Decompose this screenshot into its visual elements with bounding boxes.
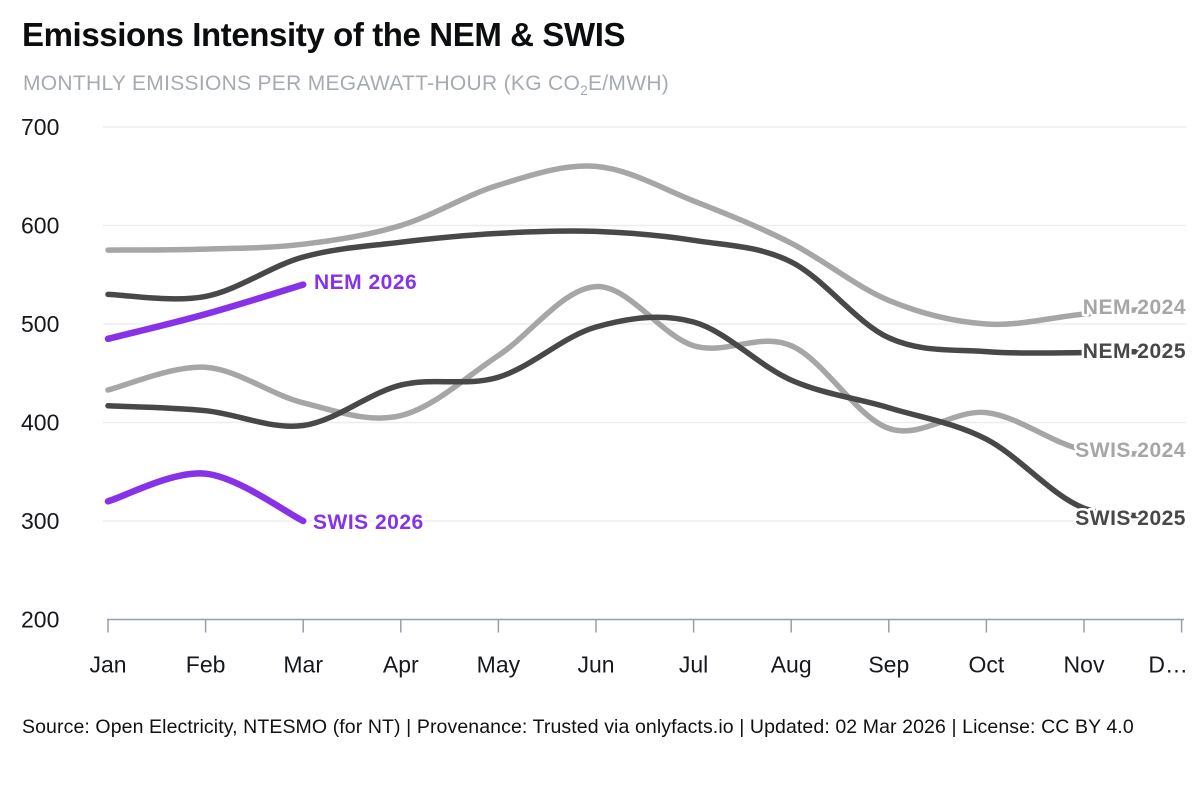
x-tick-label-jun: Jun bbox=[577, 652, 614, 678]
x-tick-label-feb: Feb bbox=[186, 652, 226, 678]
x-tick-label-apr: Apr bbox=[383, 652, 419, 678]
series-line-nem-2026 bbox=[104, 281, 307, 343]
series-line-swis-2026 bbox=[104, 470, 307, 525]
page-title: Emissions Intensity of the NEM & SWIS bbox=[22, 16, 626, 53]
series-label-nem-2024: NEM 2024 bbox=[1083, 296, 1186, 319]
x-tick-label-dec: D… bbox=[1148, 652, 1188, 678]
x-tick-label-oct: Oct bbox=[969, 652, 1005, 678]
subtitle-unit: E/MWH) bbox=[587, 72, 670, 95]
series-label-nem-2025: NEM 2025 bbox=[1083, 340, 1186, 363]
x-tick-label-mar: Mar bbox=[283, 652, 323, 678]
x-tick-label-aug: Aug bbox=[771, 652, 812, 678]
subtitle-subscript: 2 bbox=[580, 83, 588, 99]
source-footer: Source: Open Electricity, NTESMO (for NT… bbox=[22, 716, 1134, 738]
y-tick-label-500: 500 bbox=[21, 311, 59, 337]
series-label-swis-2025: SWIS 2025 bbox=[1075, 507, 1186, 530]
series-line-nem-2024 bbox=[105, 163, 1185, 328]
x-tick-label-sep: Sep bbox=[868, 652, 909, 678]
y-tick-label-700: 700 bbox=[21, 114, 59, 140]
y-tick-label-600: 600 bbox=[21, 213, 59, 239]
emissions-line-chart: 700 600 500 400 300 200 Jan Feb Mar Apr May Jun Jul A… bbox=[21, 114, 1188, 678]
series-label-swis-2026: SWIS 2026 bbox=[313, 511, 424, 534]
series-label-swis-2024: SWIS 2024 bbox=[1075, 439, 1186, 462]
x-tick-label-may: May bbox=[477, 652, 521, 678]
page-subtitle: MONTHLY EMISSIONS PER MEGAWATT-HOUR (KG … bbox=[23, 72, 669, 98]
y-tick-label-400: 400 bbox=[21, 410, 59, 436]
x-tick-label-jan: Jan bbox=[89, 652, 126, 678]
series-line-swis-2024 bbox=[105, 283, 1185, 457]
x-tick-label-nov: Nov bbox=[1064, 652, 1105, 678]
y-tick-label-300: 300 bbox=[21, 508, 59, 534]
x-tick-label-jul: Jul bbox=[679, 652, 708, 678]
series-label-nem-2026: NEM 2026 bbox=[314, 271, 417, 294]
series-line-swis-2025 bbox=[105, 314, 1185, 519]
series-line-nem-2025 bbox=[105, 228, 1185, 356]
subtitle-text: MONTHLY EMISSIONS PER MEGAWATT-HOUR (KG … bbox=[23, 72, 581, 95]
y-tick-label-200: 200 bbox=[21, 607, 59, 633]
